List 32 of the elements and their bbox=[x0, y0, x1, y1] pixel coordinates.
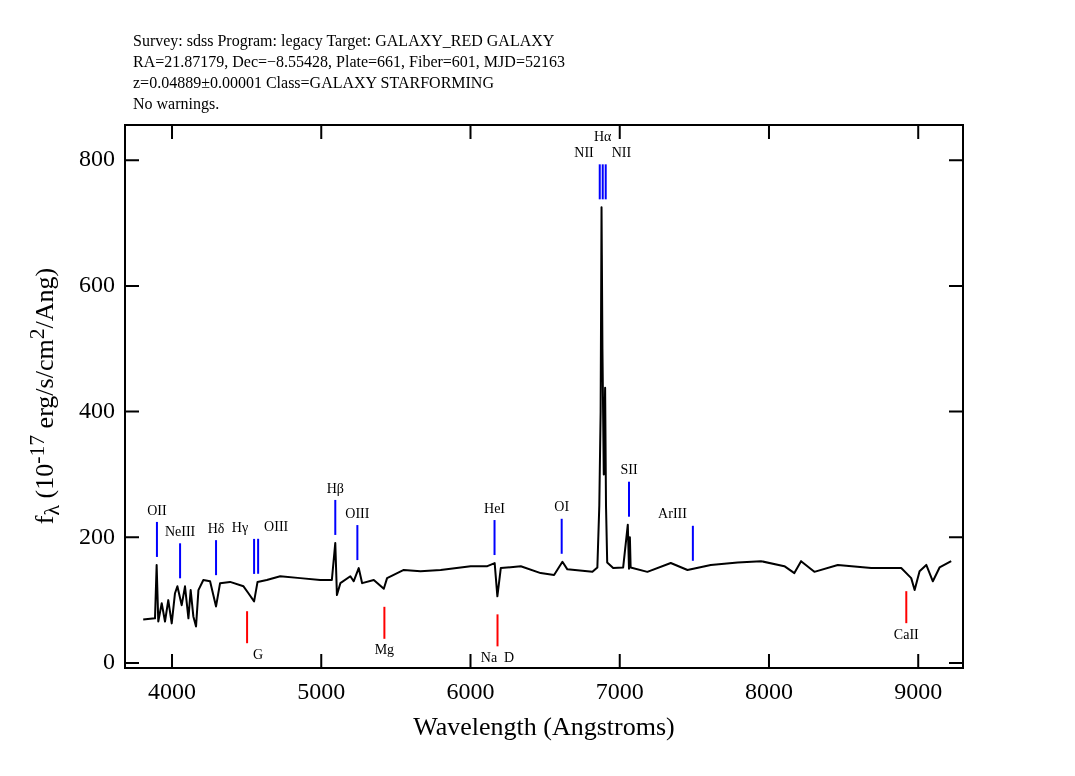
x-tick-label: 4000 bbox=[148, 677, 197, 704]
x-tick-label: 7000 bbox=[595, 677, 644, 704]
ref-line-label: Mg bbox=[374, 642, 395, 658]
ref-line-label: Hγ bbox=[231, 519, 249, 535]
ref-line-label: SII bbox=[620, 462, 638, 478]
x-tick-label: 9000 bbox=[894, 677, 943, 704]
ref-line-label: CaII bbox=[893, 626, 920, 642]
chart-title: Survey: sdss Program: legacy Target: GALAXY_RED GALAXY bbox=[133, 31, 556, 51]
ref-line-label: Na D bbox=[480, 650, 515, 666]
ref-line-label: G bbox=[253, 646, 264, 662]
ref-line-label: Hα bbox=[594, 129, 613, 144]
ref-line-label: OIII bbox=[264, 519, 289, 535]
ref-line-label: OI bbox=[554, 499, 570, 515]
ref-line-label: NII bbox=[611, 145, 632, 160]
chart-subtitle: RA=21.87179, Dec=−8.55428, Plate=661, Fiber=601, MJD=52163 z=0.04889±0.00001 Class=GALAXY STARFORMING No warnings. bbox=[133, 52, 565, 114]
ref-line-label: OII bbox=[147, 502, 167, 518]
x-tick-label: 8000 bbox=[744, 677, 793, 704]
y-tick-label: 600 bbox=[79, 271, 115, 298]
x-axis-title: Wavelength (Angstroms) bbox=[412, 712, 676, 742]
ref-line-label: ArIII bbox=[658, 506, 688, 522]
ref-line-label: NeIII bbox=[164, 523, 196, 539]
ref-line-label: OIII bbox=[345, 505, 370, 521]
y-tick-label: 400 bbox=[79, 396, 115, 423]
y-tick-label: 800 bbox=[79, 145, 115, 172]
ref-line-label: HeI bbox=[484, 500, 506, 516]
y-tick-label: 200 bbox=[79, 522, 115, 549]
ref-line-label: Hβ bbox=[326, 480, 344, 496]
x-tick-label: 5000 bbox=[297, 677, 346, 704]
y-tick-label: 0 bbox=[103, 648, 115, 675]
ref-line-label: Hδ bbox=[207, 520, 225, 536]
ref-line-label: NII bbox=[574, 145, 595, 160]
x-tick-label: 6000 bbox=[446, 677, 495, 704]
